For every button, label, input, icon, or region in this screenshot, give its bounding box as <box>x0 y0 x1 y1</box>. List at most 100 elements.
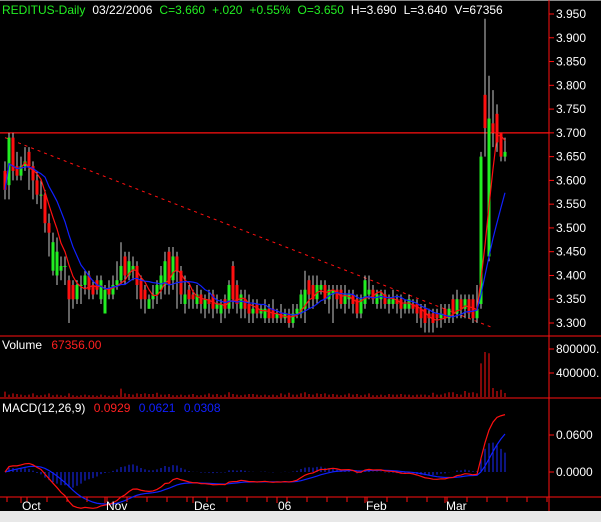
candle-body <box>455 299 459 314</box>
price-tick-label: 3.950 <box>556 7 586 21</box>
candle-body <box>359 299 363 314</box>
candle-body <box>75 284 79 300</box>
candle-body <box>435 313 439 319</box>
price-tick-label: 3.850 <box>556 55 586 69</box>
x-tick-label: 06 <box>278 499 292 513</box>
candle-body <box>119 265 123 281</box>
candle-body <box>431 313 435 324</box>
candle-body <box>183 294 187 304</box>
chart-header: REDITUS-Daily 03/22/2006 C=3.660 +.020 +… <box>2 3 503 17</box>
volume-panel: 800000. 400000. <box>4 342 599 397</box>
candle-body <box>395 299 399 304</box>
macd-tick-label: 0.0600 <box>556 428 593 442</box>
candle-body <box>23 161 27 167</box>
x-tick-label: Nov <box>106 499 127 513</box>
candle-body <box>87 275 91 290</box>
macd-panel-title: MACD(12,26,9) 0.0929 0.0621 0.0308 <box>2 401 221 415</box>
candle-body <box>439 313 443 319</box>
candle-body <box>83 275 87 285</box>
price-tick-label: 3.350 <box>556 292 586 306</box>
candle-body <box>115 280 119 285</box>
macd-signal-value: 0.0621 <box>138 401 176 415</box>
candle-body <box>207 299 211 304</box>
candle-body <box>15 166 19 176</box>
candle-body <box>31 166 35 181</box>
candle-body <box>231 265 235 300</box>
volume-tick-label: 800000. <box>556 342 599 356</box>
volume-panel-title: Volume 67356.00 <box>2 338 101 352</box>
candle-body <box>59 265 63 271</box>
price-tick-label: 3.550 <box>556 197 586 211</box>
candle-body <box>155 284 159 295</box>
candle-body <box>419 308 423 319</box>
bottom-strip <box>0 511 601 522</box>
close-label: C=3.660 <box>159 3 206 17</box>
candle-body <box>375 294 379 304</box>
candle-body <box>387 299 391 304</box>
candle-body <box>127 261 131 276</box>
price-tick-label: 3.700 <box>556 126 586 140</box>
candle-body <box>131 265 135 271</box>
x-tick-label: Mar <box>446 499 467 513</box>
candle-body <box>459 299 463 309</box>
x-axis: Oct Nov Dec 06 Feb Mar <box>6 497 548 513</box>
candle-body <box>451 299 455 314</box>
candle-body <box>307 280 311 295</box>
price-tick-label: 3.300 <box>556 316 586 330</box>
candle-body <box>383 294 387 304</box>
price-tick-label: 3.450 <box>556 245 586 259</box>
candle-body <box>51 242 55 271</box>
candle-body <box>175 256 179 271</box>
candle-body <box>331 289 335 295</box>
symbol-label: REDITUS-Daily <box>2 3 86 17</box>
candle-body <box>491 123 495 133</box>
candle-body <box>295 308 299 314</box>
high-label: H=3.690 <box>350 3 397 17</box>
candle-body <box>243 299 247 309</box>
candle-body <box>247 303 251 314</box>
candle-body <box>219 303 223 314</box>
candle-body <box>447 308 451 319</box>
candle-body <box>227 284 231 309</box>
candle-body <box>299 294 303 314</box>
candle-body <box>195 294 199 304</box>
candle-body <box>399 299 403 309</box>
low-label: L=3.640 <box>403 3 448 17</box>
candle-body <box>311 284 315 300</box>
volume-tick-label: 400000. <box>556 366 599 380</box>
candle-body <box>215 303 219 309</box>
candle-body <box>335 289 339 300</box>
candle-body <box>499 132 503 157</box>
change-pct-label: +0.55% <box>249 3 291 17</box>
candle-body <box>163 261 167 285</box>
candle-body <box>483 94 487 129</box>
candle-body <box>11 137 15 171</box>
candle-body <box>47 223 51 233</box>
candle-body <box>191 294 195 300</box>
price-tick-label: 3.750 <box>556 102 586 116</box>
x-tick-label: Feb <box>366 499 387 513</box>
candle-body <box>135 265 139 285</box>
moving-averages <box>4 135 506 321</box>
candle-body <box>255 303 259 314</box>
candle-body <box>391 299 395 304</box>
candle-body <box>3 170 7 190</box>
candle-body <box>475 308 479 319</box>
candle-body <box>403 303 407 309</box>
volume-title: Volume <box>2 338 43 352</box>
candle-body <box>223 299 227 309</box>
candle-body <box>363 280 367 304</box>
price-tick-label: 3.400 <box>556 268 586 282</box>
price-tick-label: 3.500 <box>556 221 586 235</box>
candle-body <box>443 308 447 319</box>
candle-body <box>79 284 83 286</box>
candle-body <box>67 280 71 300</box>
x-tick-label: Dec <box>194 499 215 513</box>
candle-body <box>147 299 151 309</box>
candle-body <box>355 299 359 314</box>
candle-body <box>107 289 111 295</box>
candle-body <box>367 289 371 295</box>
candle-body <box>19 166 23 176</box>
